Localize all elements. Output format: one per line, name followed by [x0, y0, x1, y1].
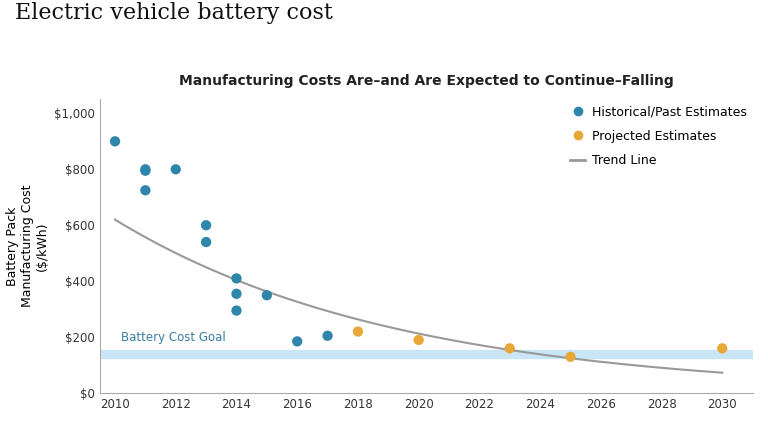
Point — [260, 292, 273, 299]
Bar — [100, 350, 753, 358]
Point — [109, 138, 121, 145]
Point — [352, 328, 364, 335]
Text: Electric vehicle battery cost: Electric vehicle battery cost — [15, 2, 333, 24]
Point — [139, 167, 151, 174]
Point — [139, 187, 151, 194]
Point — [200, 222, 212, 229]
Point — [230, 290, 243, 297]
Point — [504, 345, 516, 352]
Text: Battery Cost Goal: Battery Cost Goal — [121, 330, 226, 343]
Point — [412, 337, 425, 343]
Legend: Historical/Past Estimates, Projected Estimates, Trend Line: Historical/Past Estimates, Projected Est… — [571, 105, 746, 167]
Y-axis label: Battery Pack
Manufacturing Cost
($/kWh): Battery Pack Manufacturing Cost ($/kWh) — [5, 185, 48, 308]
Point — [170, 166, 182, 173]
Point — [716, 345, 728, 352]
Point — [564, 353, 577, 360]
Title: Manufacturing Costs Are–and Are Expected to Continue–Falling: Manufacturing Costs Are–and Are Expected… — [179, 74, 674, 89]
Point — [230, 275, 243, 282]
Point — [200, 238, 212, 245]
Point — [139, 166, 151, 173]
Point — [322, 332, 334, 339]
Point — [230, 307, 243, 314]
Point — [291, 338, 303, 345]
